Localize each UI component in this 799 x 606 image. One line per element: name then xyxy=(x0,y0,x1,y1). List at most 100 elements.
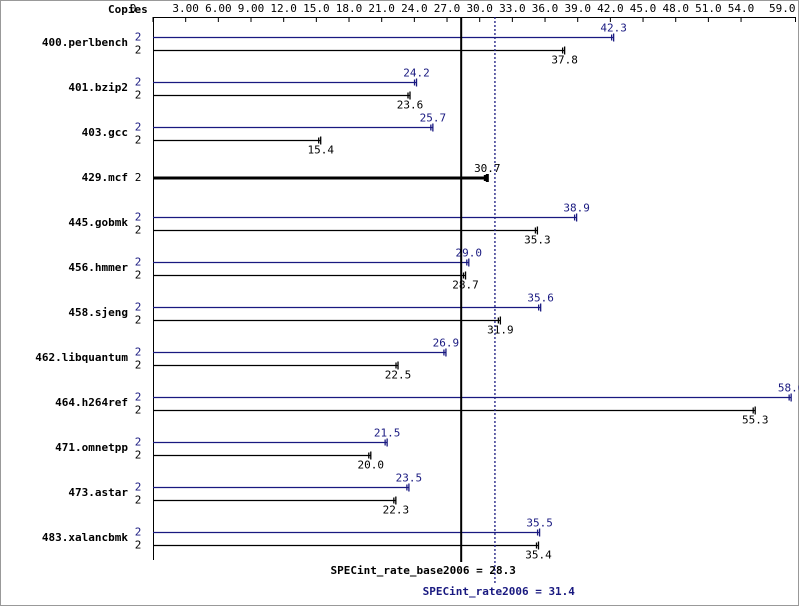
copies-label: 2 xyxy=(135,301,142,314)
reference-label: SPECint_rate_base2006 = 28.3 xyxy=(330,564,515,577)
copies-label: 2 xyxy=(135,314,142,327)
value-label: 15.4 xyxy=(307,144,334,157)
x-tick-label: 24.0 xyxy=(401,2,428,15)
bar-line xyxy=(153,528,541,537)
copies-label: 2 xyxy=(135,171,142,184)
value-label: 35.6 xyxy=(527,292,554,305)
x-tick-label: 9.00 xyxy=(238,2,265,15)
x-tick-label: 0 xyxy=(130,2,137,15)
x-tick-label: 36.0 xyxy=(532,2,559,15)
bar-line xyxy=(153,78,418,87)
copies-label: 2 xyxy=(135,404,142,417)
copies-label: 2 xyxy=(135,391,142,404)
x-tick-label: 48.0 xyxy=(662,2,689,15)
category-label: 462.libquantum xyxy=(35,351,128,364)
value-label: 21.5 xyxy=(374,427,401,440)
copies-label: 2 xyxy=(135,436,142,449)
copies-label: 2 xyxy=(135,269,142,282)
value-label: 30.7 xyxy=(474,162,501,175)
bar-line xyxy=(153,303,542,312)
bar-line xyxy=(153,438,388,447)
bar-line xyxy=(153,348,447,357)
copies-label: 2 xyxy=(135,346,142,359)
bar-line xyxy=(153,541,540,550)
bar-line xyxy=(153,213,578,222)
reference-label: SPECint_rate2006 = 31.4 xyxy=(423,585,576,598)
copies-label: 2 xyxy=(135,359,142,372)
value-label: 31.9 xyxy=(487,324,514,337)
bar-line xyxy=(153,258,470,267)
x-tick-label: 30.0 xyxy=(466,2,493,15)
category-label: 403.gcc xyxy=(82,126,128,139)
bar-line xyxy=(153,174,489,182)
x-tick-label: 39.0 xyxy=(564,2,591,15)
copies-label: 2 xyxy=(135,494,142,507)
bar-line xyxy=(153,496,397,505)
value-label: 23.6 xyxy=(397,99,424,112)
value-label: 25.7 xyxy=(420,112,447,125)
x-tick-label: 51.0 xyxy=(695,2,722,15)
bar-line xyxy=(153,33,615,42)
x-tick-label: 3.00 xyxy=(172,2,199,15)
value-label: 20.0 xyxy=(358,459,385,472)
value-label: 26.9 xyxy=(433,337,460,350)
bar-line xyxy=(153,483,410,492)
x-tick-label: 33.0 xyxy=(499,2,526,15)
value-label: 22.5 xyxy=(385,369,412,382)
x-tick-label: 6.00 xyxy=(205,2,232,15)
bar-line xyxy=(153,46,566,55)
value-label: 28.7 xyxy=(452,279,479,292)
value-label: 42.3 xyxy=(600,22,627,35)
x-tick-label: 59.0 xyxy=(769,2,796,15)
bar-line xyxy=(153,136,322,145)
bar-line xyxy=(153,226,539,235)
x-tick-label: 12.0 xyxy=(270,2,297,15)
category-label: 445.gobmk xyxy=(68,216,128,229)
category-label: 429.mcf xyxy=(82,171,128,184)
x-tick-label: 42.0 xyxy=(597,2,624,15)
bar-line xyxy=(153,393,792,402)
value-label: 35.5 xyxy=(526,517,553,530)
value-label: 35.3 xyxy=(524,234,551,247)
copies-label: 2 xyxy=(135,449,142,462)
bar-line xyxy=(153,123,434,132)
x-tick-label: 45.0 xyxy=(630,2,657,15)
copies-label: 2 xyxy=(135,44,142,57)
category-label: 456.hmmer xyxy=(68,261,128,274)
value-label: 58.6 xyxy=(778,382,799,395)
copies-label: 2 xyxy=(135,224,142,237)
copies-label: 2 xyxy=(135,134,142,147)
value-label: 24.2 xyxy=(403,67,430,80)
copies-label: 2 xyxy=(135,526,142,539)
copies-label: 2 xyxy=(135,539,142,552)
copies-label: 2 xyxy=(135,211,142,224)
value-label: 38.9 xyxy=(563,202,590,215)
x-tick-label: 54.0 xyxy=(728,2,755,15)
x-tick-label: 27.0 xyxy=(434,2,461,15)
category-label: 458.sjeng xyxy=(68,306,128,319)
bar-line xyxy=(153,271,467,280)
bar-line xyxy=(153,406,756,415)
value-label: 35.4 xyxy=(525,549,552,562)
copies-label: 2 xyxy=(135,256,142,269)
value-label: 37.8 xyxy=(551,54,578,67)
copies-label: 2 xyxy=(135,481,142,494)
copies-label: 2 xyxy=(135,76,142,89)
bar-line xyxy=(153,316,502,325)
category-label: 471.omnetpp xyxy=(55,441,128,454)
value-label: 55.3 xyxy=(742,414,769,427)
bar-line xyxy=(153,361,399,370)
category-label: 483.xalancbmk xyxy=(42,531,128,544)
value-label: 29.0 xyxy=(456,247,483,260)
bar-line xyxy=(153,91,411,100)
category-label: 464.h264ref xyxy=(55,396,128,409)
category-label: 400.perlbench xyxy=(42,36,128,49)
bar-line xyxy=(153,451,372,460)
copies-label: 2 xyxy=(135,89,142,102)
x-tick-label: 15.0 xyxy=(303,2,330,15)
x-tick-label: 18.0 xyxy=(336,2,363,15)
category-label: 473.astar xyxy=(68,486,128,499)
category-label: 401.bzip2 xyxy=(68,81,128,94)
value-label: 22.3 xyxy=(383,504,410,517)
